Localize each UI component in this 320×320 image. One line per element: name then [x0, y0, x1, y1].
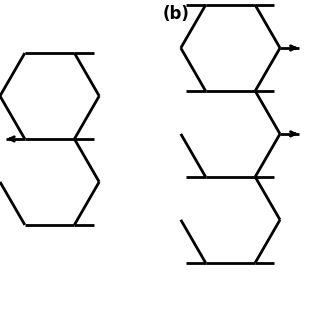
Text: (b): (b) [163, 5, 189, 23]
